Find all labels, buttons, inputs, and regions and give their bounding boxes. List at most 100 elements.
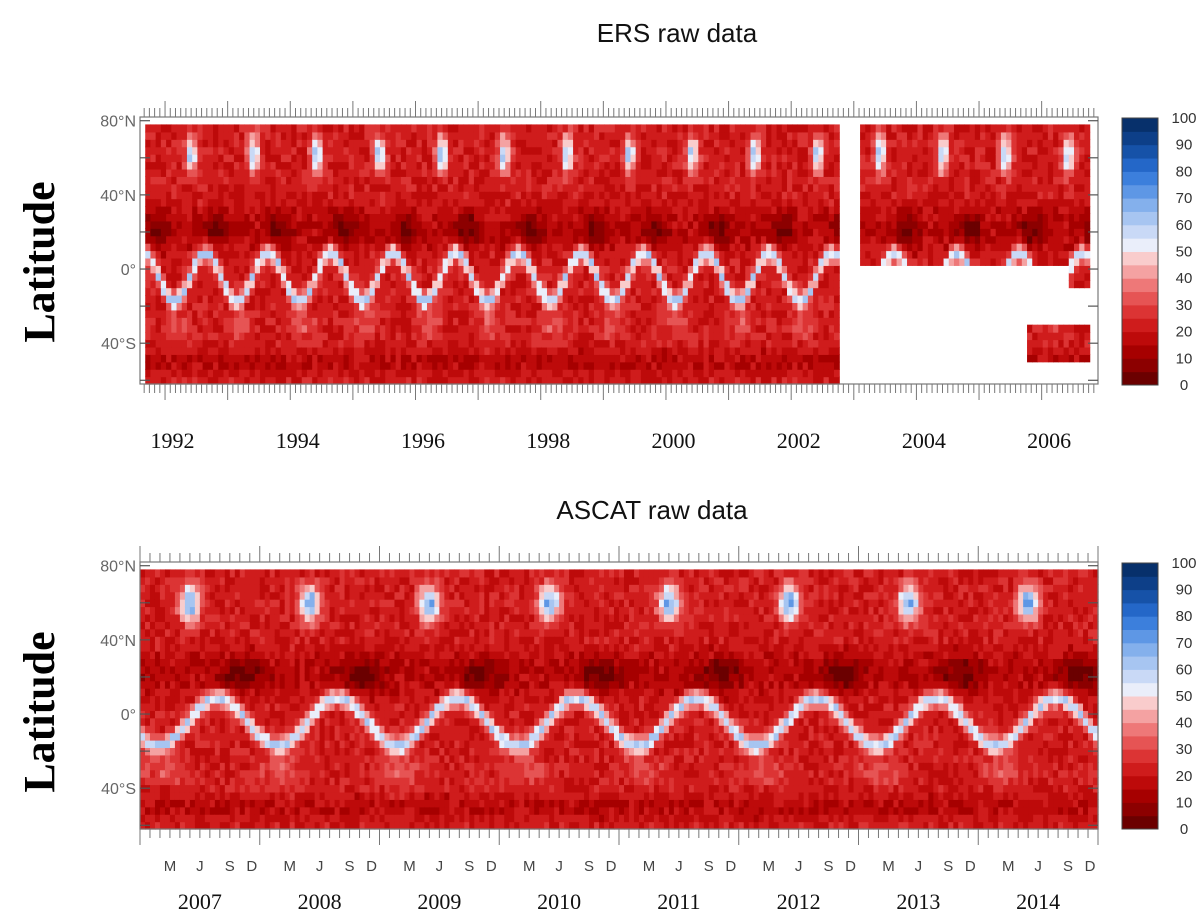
heatmap-cell [421, 265, 428, 274]
heatmap-cell [771, 324, 778, 333]
heatmap-cell [254, 272, 261, 281]
heatmap-cell [661, 280, 668, 289]
heatmap-cell [453, 250, 459, 259]
heatmap-cell [588, 176, 595, 185]
heatmap-cell [614, 317, 621, 326]
heatmap-cell [239, 287, 245, 296]
heatmap-cell [703, 265, 710, 274]
heatmap-cell [880, 235, 887, 244]
heatmap-cell [677, 206, 684, 215]
heatmap-cell [265, 309, 272, 318]
heatmap-cell [447, 324, 454, 333]
heatmap-cell [353, 213, 360, 222]
heatmap-cell [244, 220, 251, 229]
heatmap-cell [218, 139, 225, 148]
heatmap-cell [771, 191, 778, 200]
heatmap-cell [713, 183, 720, 192]
heatmap-cell [385, 161, 392, 170]
heatmap-cell [437, 235, 444, 244]
heatmap-cell [385, 139, 392, 148]
heatmap-cell [870, 124, 877, 133]
heatmap-cell [646, 191, 652, 200]
heatmap-cell [390, 176, 397, 185]
heatmap-cell [333, 139, 339, 148]
heatmap-cell [426, 235, 433, 244]
heatmap-cell [635, 250, 642, 259]
heatmap-cell [505, 376, 512, 385]
heatmap-cell [244, 146, 251, 155]
heatmap-cell [943, 191, 950, 200]
heatmap-cell [317, 250, 324, 259]
heatmap-cell [526, 176, 532, 185]
heatmap-cell [406, 354, 412, 363]
heatmap-cell [708, 317, 715, 326]
heatmap-cell [155, 354, 162, 363]
heatmap-cell [442, 220, 449, 229]
heatmap-cell [286, 369, 292, 378]
heatmap-cell [348, 124, 355, 133]
heatmap-cell [635, 228, 642, 237]
heatmap-cell [880, 183, 887, 192]
heatmap-cell [426, 213, 433, 222]
heatmap-cell [719, 354, 725, 363]
heatmap-cell [155, 168, 162, 177]
heatmap-cell [160, 317, 167, 326]
heatmap-cell [750, 183, 757, 192]
heatmap-cell [604, 369, 611, 378]
heatmap-cell [802, 376, 809, 385]
heatmap-cell [411, 361, 418, 370]
heatmap-cell [400, 228, 407, 237]
heatmap-cell [155, 131, 162, 140]
heatmap-cell [463, 220, 470, 229]
heatmap-cell [202, 272, 209, 281]
heatmap-cell [385, 243, 392, 252]
heatmap-cell [197, 124, 204, 133]
heatmap-cell [494, 168, 501, 177]
heatmap-cell [338, 287, 345, 296]
heatmap-cell [766, 354, 772, 363]
heatmap-cell [176, 235, 183, 244]
heatmap-cell [359, 220, 365, 229]
heatmap-cell [338, 220, 345, 229]
heatmap-cell [541, 146, 548, 155]
heatmap-cell [463, 124, 470, 133]
heatmap-cell [280, 332, 287, 341]
heatmap-cell [353, 369, 360, 378]
heatmap-cell [213, 131, 219, 140]
heatmap-cell [698, 280, 705, 289]
heatmap-cell [202, 161, 209, 170]
heatmap-cell [599, 146, 605, 155]
heatmap-cell [661, 324, 668, 333]
heatmap-cell [640, 235, 647, 244]
heatmap-cell [833, 228, 840, 237]
heatmap-cell [687, 295, 694, 304]
heatmap-cell [677, 332, 684, 341]
heatmap-cell [369, 168, 376, 177]
heatmap-cell [353, 228, 360, 237]
heatmap-cell [270, 235, 277, 244]
heatmap-cell [865, 176, 872, 185]
heatmap-cell [604, 243, 611, 252]
heatmap-cell [724, 361, 731, 370]
heatmap-cell [186, 191, 193, 200]
heatmap-cell [213, 198, 219, 207]
heatmap-cell [536, 139, 543, 148]
heatmap-cell [380, 361, 386, 370]
heatmap-cell [703, 369, 710, 378]
heatmap-cell [886, 131, 892, 140]
heatmap-cell [661, 146, 668, 155]
heatmap-cell [546, 220, 553, 229]
heatmap-cell [145, 198, 152, 207]
heatmap-cell [646, 176, 652, 185]
heatmap-cell [520, 317, 527, 326]
heatmap-cell [630, 131, 637, 140]
heatmap-cell [176, 213, 183, 222]
heatmap-cell [197, 280, 204, 289]
heatmap-cell [927, 176, 934, 185]
heatmap-cell [672, 339, 679, 348]
heatmap-cell [166, 183, 172, 192]
heatmap-cell [588, 354, 595, 363]
heatmap-cell [223, 243, 230, 252]
heatmap-cell [640, 198, 647, 207]
heatmap-cell [249, 228, 256, 237]
